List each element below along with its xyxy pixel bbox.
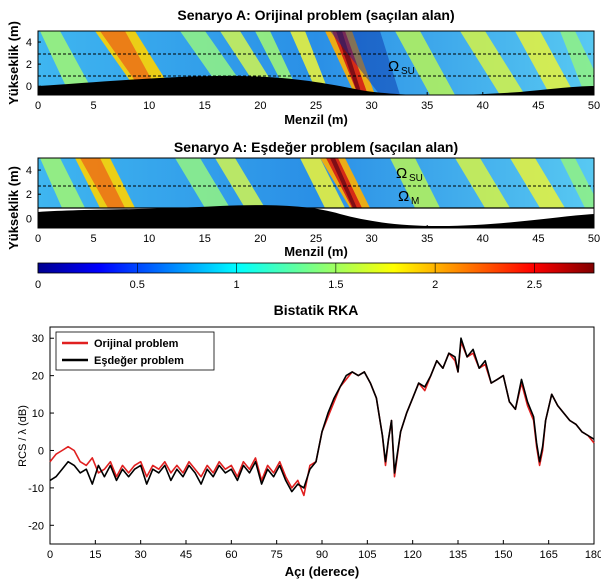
chart-ytick-label: 30 [32,333,44,345]
panel2-y-ticks: 0 2 4 [26,165,41,225]
chart-xtick-label: 15 [89,549,101,561]
panel2-xtick-label: 45 [532,233,544,245]
panel1-xtick-label: 10 [143,100,155,112]
chart-y-ticks: 30 20 10 0 -10 -20 [28,333,54,532]
colorbar-ticks: 0 0.5 1 1.5 2 2.5 [35,263,542,291]
chart-xtick-label: 60 [225,549,237,561]
chart-xlabel: Açı (derece) [285,564,359,579]
chart-x-ticks: 0 15 30 45 60 75 90 105 120 135 150 165 180 [47,540,601,561]
panel2-xtick-label: 40 [477,233,489,245]
svg-text:Ω: Ω [396,165,407,182]
panel1-xtick-label: 40 [477,100,489,112]
colorbar-tick-label: 0.5 [130,279,145,291]
panel2-x-ticks: 0 5 10 15 20 25 30 35 40 45 50 [35,225,600,245]
panel2-ytick-label: 2 [26,189,32,201]
panel2-xtick-label: 0 [35,233,41,245]
panel1-field [38,31,594,95]
colorbar-tick-label: 0 [35,279,41,291]
panel2-xtick-label: 15 [199,233,211,245]
panel1-xlabel: Menzil (m) [284,112,348,127]
legend-label-esdeger: Eşdeğer problem [94,355,184,367]
panel2-xtick-label: 10 [143,233,155,245]
colorbar-tick-label: 1 [234,279,240,291]
panel1-ytick-label: 0 [26,81,32,93]
svg-text:M: M [411,196,419,207]
panel2-xlabel: Menzil (m) [284,244,348,259]
chart-title: Bistatik RKA [274,302,359,318]
panel1-xtick-label: 20 [254,100,266,112]
panel2-xtick-label: 50 [588,233,600,245]
panel1-xtick-label: 5 [91,100,97,112]
chart-xtick-label: 75 [271,549,283,561]
panel1-xtick-label: 50 [588,100,600,112]
chart-legend: Orijinal problem Eşdeğer problem [55,331,215,371]
chart-xtick-label: 165 [539,549,557,561]
panel2-xtick-label: 5 [91,233,97,245]
chart-xtick-label: 150 [494,549,512,561]
colorbar-tick-label: 2 [432,279,438,291]
panel2-xtick-label: 20 [254,233,266,245]
chart-xtick-label: 120 [403,549,421,561]
svg-text:Ω: Ω [388,58,399,75]
colorbar-tick-label: 1.5 [328,279,343,291]
panel2-omega-m-label: Ω M [398,188,419,207]
chart-ytick-label: -10 [28,483,44,495]
panel1-title: Senaryo A: Orijinal problem (saçılan ala… [177,7,454,23]
svg-text:SU: SU [401,66,415,77]
panel1-xtick-label: 45 [532,100,544,112]
chart-xtick-label: 30 [135,549,147,561]
panel2-xtick-label: 35 [421,233,433,245]
panel2-xtick-label: 30 [365,233,377,245]
panel1-y-ticks: 0 2 4 [26,37,41,93]
series-line-esdeger [49,337,595,493]
chart-ytick-label: -20 [28,520,44,532]
panel2-ylabel: Yükseklik (m) [6,166,21,250]
panel2-ytick-label: 4 [26,165,32,177]
panel1-ytick-label: 4 [26,37,32,49]
chart-ytick-label: 10 [32,408,44,420]
panel2-ytick-label: 0 [26,213,32,225]
colorbar-tick-label: 2.5 [527,279,542,291]
chart-xtick-label: 180 [585,549,601,561]
chart-series [49,337,595,497]
panel2-omega-su-label: Ω SU [396,165,423,184]
panel1-xtick-label: 35 [421,100,433,112]
panel2-xtick-label: 25 [310,233,322,245]
chart-xtick-label: 105 [358,549,376,561]
panel1-xtick-label: 25 [310,100,322,112]
chart-xtick-label: 90 [316,549,328,561]
chart-xtick-label: 135 [449,549,467,561]
panel2-field [38,158,594,228]
colorbar [37,262,595,274]
chart-xtick-label: 0 [47,549,53,561]
svg-text:SU: SU [409,173,423,184]
panel1-x-ticks: 0 5 10 15 20 25 30 35 40 45 50 [35,92,600,112]
chart-ytick-label: 20 [32,371,44,383]
panel1-omega-su-label: Ω SU [388,58,415,77]
panel1-ylabel: Yükseklik (m) [6,21,21,105]
legend-label-orijinal: Orijinal problem [94,338,179,350]
panel1-xtick-label: 15 [199,100,211,112]
panel2-title: Senaryo A: Eşdeğer problem (saçılan alan… [174,139,458,155]
chart-ylabel: RCS / λ (dB) [17,405,29,467]
svg-text:Ω: Ω [398,188,409,205]
panel1-ytick-label: 2 [26,59,32,71]
chart-xtick-label: 45 [180,549,192,561]
panel1-xtick-label: 30 [365,100,377,112]
chart-ytick-label: 0 [38,445,44,457]
panel1-xtick-label: 0 [35,100,41,112]
